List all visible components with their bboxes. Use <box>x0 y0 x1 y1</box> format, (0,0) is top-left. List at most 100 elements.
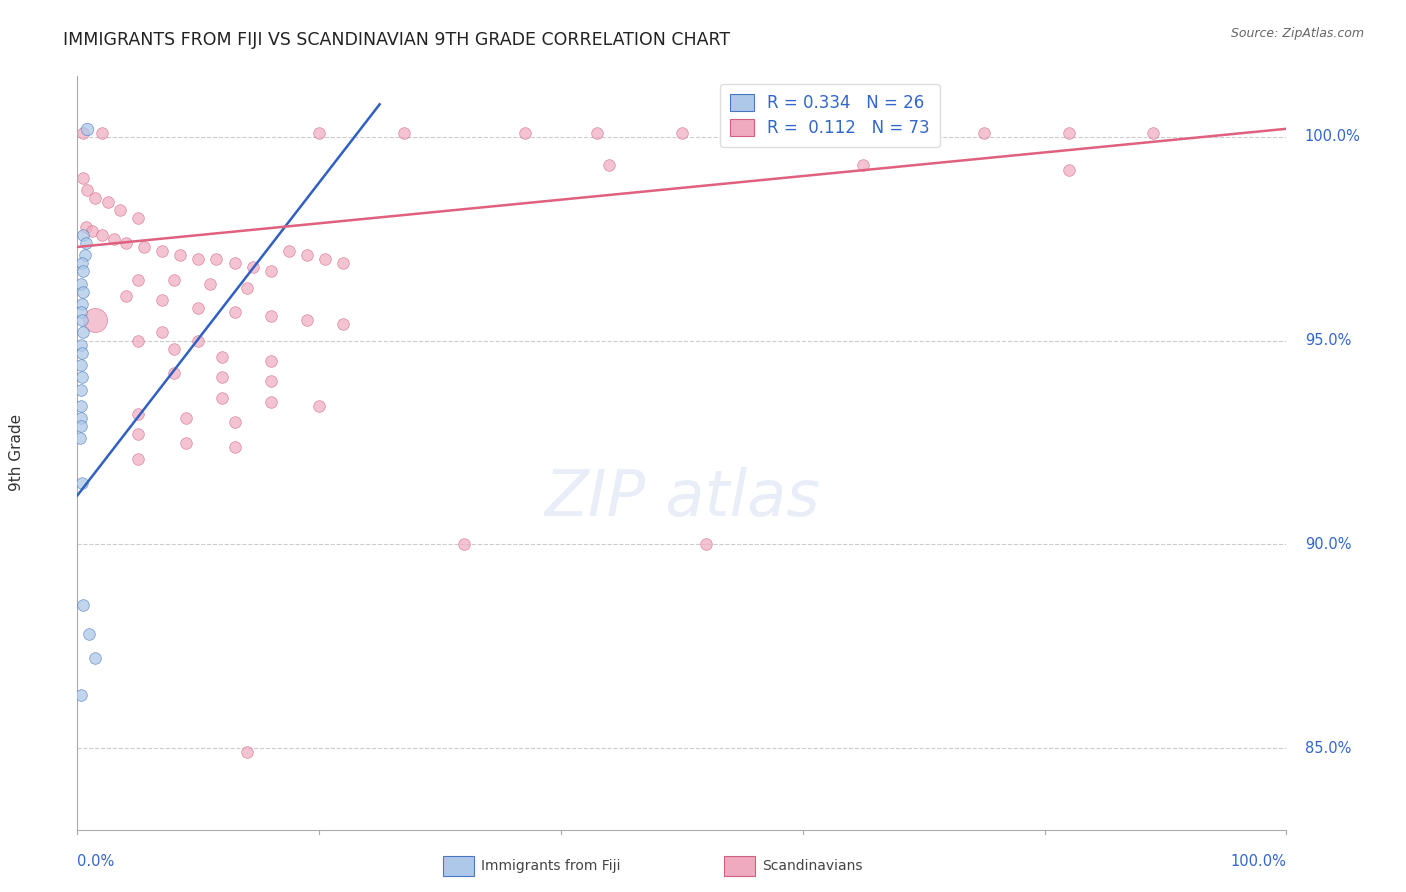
Point <box>76 121 98 136</box>
Point <box>235 281 257 295</box>
Point <box>278 244 301 258</box>
Point <box>163 342 186 356</box>
Text: 90.0%: 90.0% <box>1305 537 1351 552</box>
Point <box>187 301 209 315</box>
Point <box>84 313 107 327</box>
Text: Scandinavians: Scandinavians <box>762 859 862 873</box>
Point <box>852 158 875 172</box>
Point <box>163 366 186 380</box>
Text: 100.0%: 100.0% <box>1230 854 1286 869</box>
Point <box>598 158 620 172</box>
Point <box>90 227 112 242</box>
Point <box>973 126 995 140</box>
Point <box>84 651 107 665</box>
Point <box>150 244 173 258</box>
Point <box>1142 126 1164 140</box>
Point <box>108 203 131 218</box>
Point <box>295 248 318 262</box>
Legend: R = 0.334   N = 26, R =  0.112   N = 73: R = 0.334 N = 26, R = 0.112 N = 73 <box>720 84 939 147</box>
Point <box>80 224 103 238</box>
Point <box>114 235 136 250</box>
Point <box>103 232 125 246</box>
Point <box>211 370 233 384</box>
Point <box>72 170 94 185</box>
Point <box>308 399 330 413</box>
Point <box>70 297 93 311</box>
Text: Source: ZipAtlas.com: Source: ZipAtlas.com <box>1230 27 1364 40</box>
Point <box>70 370 93 384</box>
Point <box>295 313 318 327</box>
Point <box>260 264 283 278</box>
Text: ZIP atlas: ZIP atlas <box>544 467 820 529</box>
Point <box>70 688 93 702</box>
Point <box>211 391 233 405</box>
Point <box>586 126 609 140</box>
Point <box>671 126 693 140</box>
Point <box>187 334 209 348</box>
Point <box>1057 162 1080 177</box>
Point <box>150 326 173 340</box>
Point <box>224 305 246 319</box>
Point <box>744 126 766 140</box>
Point <box>79 627 101 641</box>
Point <box>224 256 246 270</box>
Text: 9th Grade: 9th Grade <box>10 414 24 491</box>
Point <box>224 415 246 429</box>
Point <box>224 440 246 454</box>
Point <box>69 432 91 446</box>
Point <box>70 346 93 360</box>
Point <box>75 235 97 250</box>
Point <box>174 411 197 425</box>
Point <box>70 419 93 434</box>
Point <box>163 272 186 286</box>
Text: Immigrants from Fiji: Immigrants from Fiji <box>481 859 620 873</box>
Point <box>260 309 283 323</box>
Point <box>70 277 93 291</box>
Point <box>513 126 536 140</box>
Text: 95.0%: 95.0% <box>1305 333 1351 348</box>
Point <box>815 126 838 140</box>
Point <box>453 537 475 551</box>
Point <box>84 191 107 205</box>
Point <box>70 476 93 491</box>
Point <box>73 248 96 262</box>
Text: IMMIGRANTS FROM FIJI VS SCANDINAVIAN 9TH GRADE CORRELATION CHART: IMMIGRANTS FROM FIJI VS SCANDINAVIAN 9TH… <box>63 31 730 49</box>
Point <box>127 451 149 466</box>
Point <box>695 537 717 551</box>
Point <box>332 318 354 332</box>
Point <box>72 285 94 299</box>
Point <box>211 350 233 364</box>
Point <box>114 289 136 303</box>
Point <box>72 326 94 340</box>
Point <box>127 427 149 442</box>
Point <box>70 256 93 270</box>
Point <box>127 211 149 226</box>
Point <box>90 126 112 140</box>
Point <box>70 399 93 413</box>
Point <box>150 293 173 307</box>
Point <box>169 248 191 262</box>
Point <box>332 256 354 270</box>
Point <box>70 305 93 319</box>
Text: 85.0%: 85.0% <box>1305 740 1351 756</box>
Point <box>200 277 222 291</box>
Point <box>187 252 209 267</box>
Point <box>1057 126 1080 140</box>
Point <box>314 252 336 267</box>
Point <box>392 126 415 140</box>
Point <box>72 599 94 613</box>
Point <box>308 126 330 140</box>
Point <box>889 126 911 140</box>
Point <box>260 394 283 409</box>
Point <box>174 435 197 450</box>
Text: 0.0%: 0.0% <box>77 854 114 869</box>
Point <box>72 227 94 242</box>
Point <box>70 337 93 351</box>
Point <box>75 219 97 234</box>
Point <box>76 183 98 197</box>
Point <box>242 260 264 275</box>
Point <box>70 358 93 372</box>
Point <box>260 375 283 389</box>
Point <box>235 745 257 759</box>
Point <box>127 272 149 286</box>
